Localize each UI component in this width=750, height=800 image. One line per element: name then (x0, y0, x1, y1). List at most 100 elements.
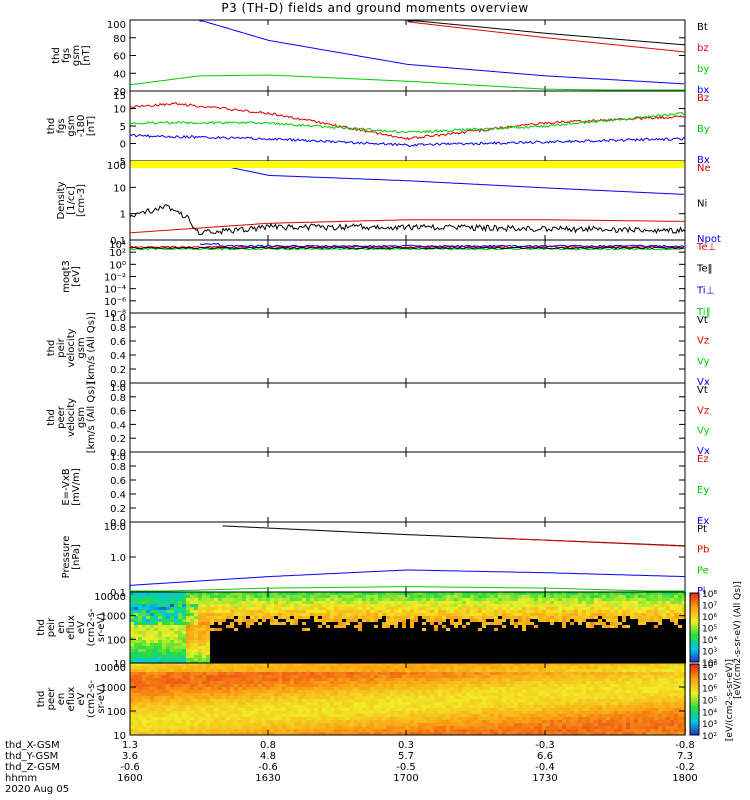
y-axis-label-line: eV (76, 621, 87, 634)
series-by-line (129, 74, 685, 91)
x-axis-value: -0.3 (535, 740, 555, 751)
y-tick-label: 1.0 (110, 313, 126, 324)
y-axis-label-line: -180 (76, 115, 87, 138)
x-axis-value: -0.4 (535, 762, 555, 773)
y-axis-label-line: [mV/m] (71, 468, 82, 506)
legend-entry: Vx (697, 446, 710, 457)
y-axis-label-line: eflux (66, 687, 77, 712)
y-tick-label: 10² (109, 248, 126, 259)
legend-entry: Te‖ (696, 264, 713, 275)
legend-entry: By (697, 124, 710, 135)
y-axis-label: thd peir en eflux eV (cm2-s-sr-eV) (36, 608, 107, 646)
y-axis-label: E=-VxB [mV/m] (61, 468, 82, 506)
colorbar-tick-label: 10⁸ (702, 661, 717, 671)
y-tick-label: 0.6 (110, 407, 126, 418)
x-axis-value: 1.3 (122, 740, 138, 751)
y-axis-label-line: Density (56, 181, 67, 219)
y-axis-label-line: sr-eV) (96, 684, 107, 713)
y-tick-label: 100 (107, 161, 126, 172)
colorbar-tick-label: 10⁷ (702, 673, 717, 683)
ion-spectrogram (130, 592, 686, 664)
colorbar-frame (689, 663, 700, 736)
colorbar-ion (689, 592, 700, 663)
x-axis-row-label: thd_Y-GSM (5, 751, 58, 762)
y-tick-label: 0.0 (110, 518, 126, 529)
y-axis-label-line: en (56, 693, 67, 706)
y-tick-label: 0.0 (110, 448, 126, 459)
x-axis-value: 1730 (532, 773, 557, 784)
legend-entry: Bz (697, 93, 709, 104)
y-axis-label-line: peer (46, 687, 57, 711)
x-axis-value: 4.8 (260, 751, 276, 762)
x-axis-value: 1800 (672, 773, 697, 784)
panel-frame (129, 382, 686, 453)
x-axis-value: 1600 (117, 773, 142, 784)
panel-frame (129, 239, 686, 314)
legend-entry: Bx (697, 155, 710, 166)
y-axis-label-line: [cm-3] (76, 184, 87, 217)
y-tick-label: 100 (107, 707, 126, 718)
y-axis-label-line: velocity (66, 398, 77, 437)
y-tick-label: 10000 (94, 592, 126, 603)
legend-entry: Vt (697, 385, 708, 396)
series-pe-line (130, 586, 685, 592)
legend-entry: Pt (697, 524, 707, 535)
y-axis-label-line: eflux (66, 615, 77, 640)
colorbar-label-1: [eV/(cm2-s-sr-eV) (All Qs)] (733, 581, 743, 699)
y-axis-label-line: peir (46, 617, 57, 637)
x-axis-value: 5.7 (398, 751, 414, 762)
x-axis-value: 0.8 (260, 740, 276, 751)
x-axis-value: 7.3 (677, 751, 693, 762)
y-axis-label-line: (cm2-s- (86, 608, 97, 646)
y-tick-label: 20 (113, 87, 126, 98)
y-tick-label: 0.0 (110, 379, 126, 390)
y-tick-label: 0 (120, 140, 126, 151)
y-axis-label-line: en (56, 621, 67, 634)
y-tick-label: 10⁰ (109, 260, 126, 271)
temperature-trace (129, 245, 685, 249)
y-axis-label-line: thd (46, 340, 57, 357)
y-tick-label: 10⁻⁶ (104, 297, 126, 308)
colorbar-tick-label: 10³ (702, 720, 717, 730)
series-ne-line (129, 219, 685, 234)
colorbar-tick-label: 10⁶ (702, 685, 717, 695)
panel-frame (129, 19, 686, 92)
y-tick-label: 0.1 (110, 588, 126, 599)
y-axis-label: thd peir velocity gsm [km/s (All Qs)] (46, 312, 97, 384)
colorbar-tick-label: 10⁸ (702, 590, 717, 600)
y-axis-label-line: fgs (61, 48, 72, 63)
series-by-line (129, 111, 686, 134)
y-axis-label-line: [eV] (71, 266, 82, 287)
electron-spectrogram (130, 663, 686, 735)
y-axis-label-line: [nT] (86, 116, 97, 136)
colorbar-label: [eV/(cm2-s-sr-eV) (All Qs)][eV/(cm2-s-sr… (725, 581, 743, 741)
y-tick-label: 0.4 (110, 351, 126, 362)
legend-entry: Bt (697, 22, 708, 33)
y-axis-label: thd peer en eflux eV (cm2-s-sr-eV) (36, 680, 107, 718)
y-axis-label: thd peer velocity gsm [km/s (All Qs)] (46, 382, 97, 454)
x-axis-value: 1700 (393, 773, 418, 784)
quality-flag-bar (131, 161, 684, 168)
y-axis-label-line: [km/s (All Qs)] (86, 312, 97, 384)
colorbar-frame (689, 592, 700, 663)
panel-frame (129, 521, 686, 593)
y-axis-label-line: (cm2-s- (86, 680, 97, 718)
legend-entry: Vt (697, 315, 708, 326)
series-bz-line (407, 21, 686, 53)
y-tick-label: 0.2 (110, 434, 126, 445)
y-axis-label-line: gsm (71, 45, 82, 66)
y-tick-label: 5 (120, 122, 126, 133)
panel-frame (129, 312, 686, 384)
colorbar-tick-label: 10² (702, 659, 717, 669)
legend-entry: Vz (697, 336, 709, 347)
y-tick-label: 10 (113, 659, 126, 670)
legend-entry: Ne (697, 163, 711, 174)
legend-entry: bz (697, 43, 709, 54)
y-axis-label-line: E=-VxB (61, 468, 72, 505)
panel-frame (129, 90, 686, 162)
y-tick-label: 1.0 (110, 383, 126, 394)
legend-entry: Ti⊥ (696, 285, 714, 296)
y-tick-label: 0.8 (110, 393, 126, 404)
y-tick-label: 80 (113, 34, 126, 45)
